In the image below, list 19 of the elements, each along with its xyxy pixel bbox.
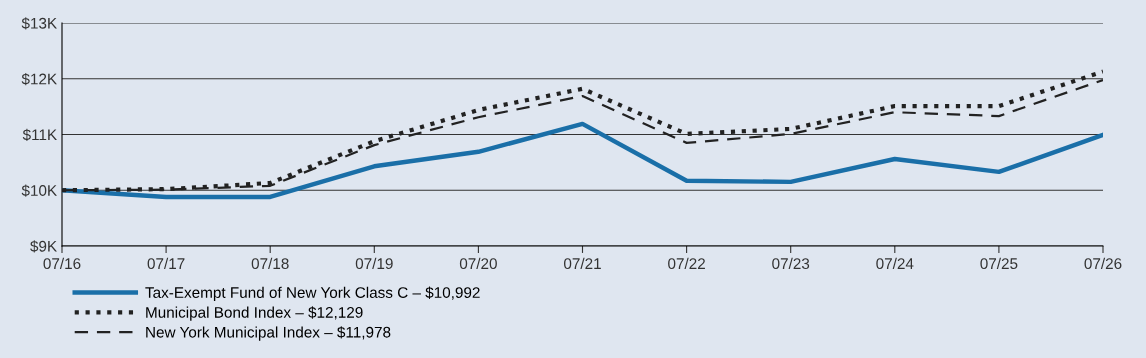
x-tick-label: 07/21 — [563, 257, 601, 270]
y-tick-label: $9K — [30, 240, 57, 253]
y-tick-label: $12K — [21, 72, 57, 86]
legend-label: New York Municipal Index – $11,978 — [146, 326, 391, 341]
x-tick-label: 07/22 — [668, 257, 705, 270]
x-tick-label: 07/25 — [980, 257, 1018, 270]
legend-label: Tax-Exempt Fund of New York Class C – $10,992 — [145, 286, 480, 301]
y-tick-label: $10K — [21, 184, 57, 197]
x-tick-label: 07/23 — [772, 257, 810, 270]
x-tick-label: 07/16 — [43, 257, 81, 270]
y-tick-label: $11K — [22, 128, 57, 142]
y-tick-label: $13K — [21, 17, 57, 30]
x-tick-label: 07/17 — [147, 257, 185, 270]
x-tick-label: 07/24 — [876, 257, 914, 270]
legend-label: Municipal Bond Index – $12,129 — [146, 306, 363, 321]
x-tick-label: 07/18 — [251, 257, 289, 270]
x-tick-label: 07/19 — [355, 257, 393, 270]
x-tick-label: 07/26 — [1084, 257, 1122, 270]
x-tick-label: 07/20 — [459, 257, 497, 270]
